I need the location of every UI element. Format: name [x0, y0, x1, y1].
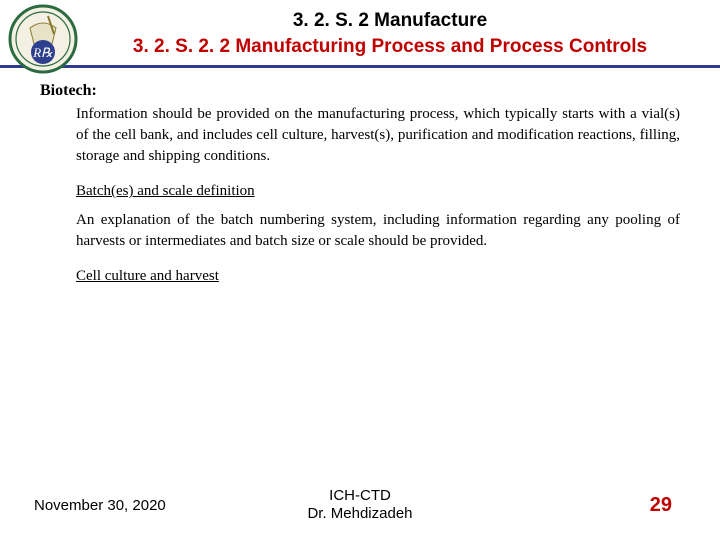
content: Biotech: Information should be provided … — [0, 68, 720, 285]
section-label: Biotech: — [40, 82, 680, 100]
header: R℞ 3. 2. S. 2 Manufacture 3. 2. S. 2. 2 … — [0, 0, 720, 68]
title-block: 3. 2. S. 2 Manufacture 3. 2. S. 2. 2 Man… — [10, 8, 710, 59]
footer-center-line1: ICH-CTD — [238, 487, 483, 506]
footer: November 30, 2020 ICH-CTD Dr. Mehdizadeh… — [0, 487, 720, 525]
subheading-batch: Batch(es) and scale definition — [40, 183, 680, 200]
title-line-1: 3. 2. S. 2 Manufacture — [70, 8, 710, 34]
footer-date: November 30, 2020 — [0, 497, 238, 514]
paragraph-1: Information should be provided on the ma… — [40, 104, 680, 167]
logo: R℞ — [8, 4, 78, 74]
subheading-cell-culture: Cell culture and harvest — [40, 268, 680, 285]
footer-center: ICH-CTD Dr. Mehdizadeh — [238, 487, 483, 525]
title-line-2: 3. 2. S. 2. 2 Manufacturing Process and … — [70, 34, 710, 60]
logo-rx-text: R℞ — [32, 45, 53, 60]
footer-center-line2: Dr. Mehdizadeh — [238, 505, 483, 524]
footer-page-number: 29 — [482, 494, 720, 517]
paragraph-2: An explanation of the batch numbering sy… — [40, 210, 680, 252]
